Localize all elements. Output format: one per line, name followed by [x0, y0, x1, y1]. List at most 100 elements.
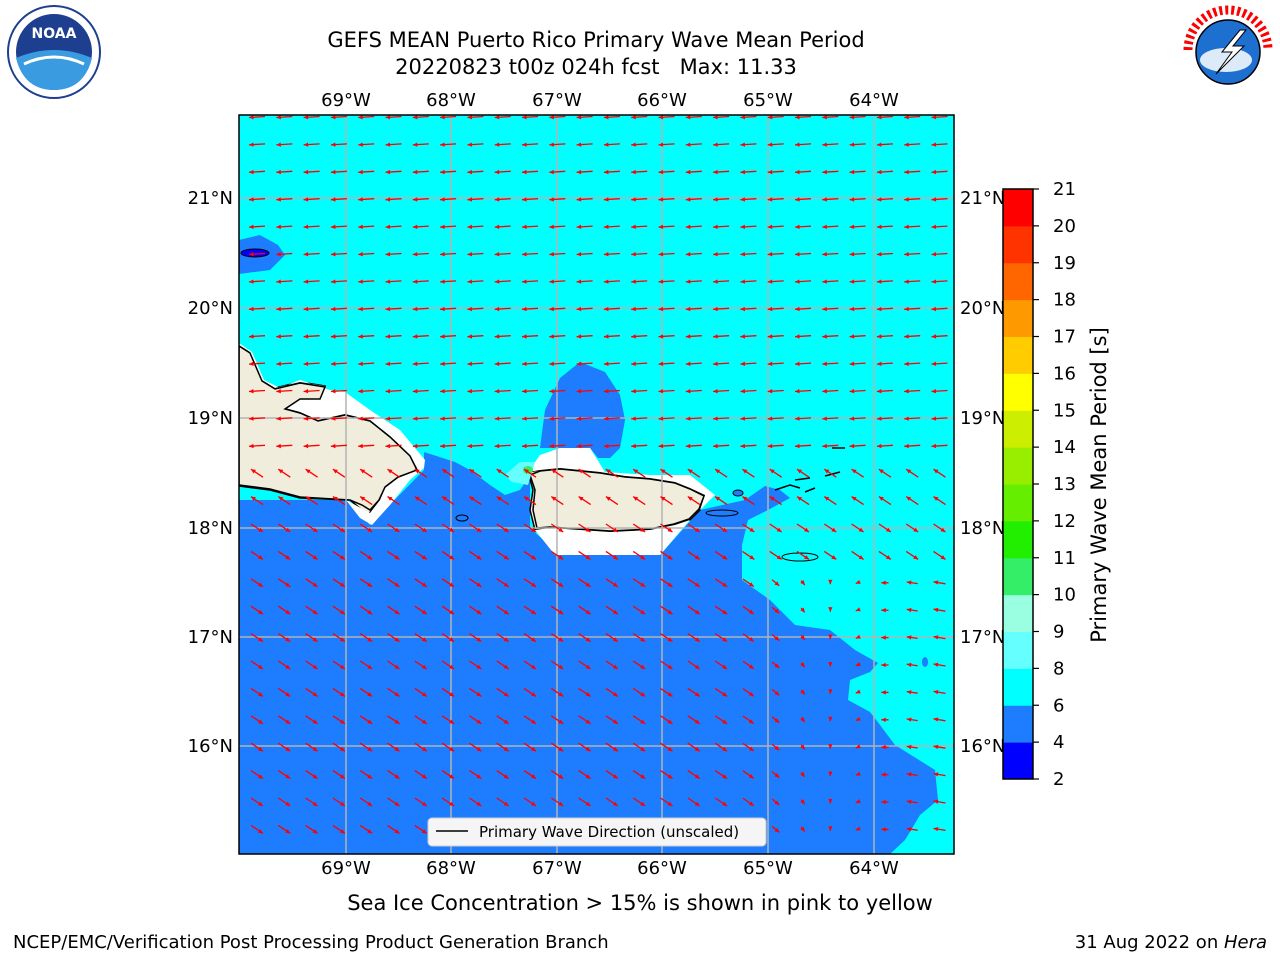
wave-arrow	[796, 523, 810, 533]
wave-arrow	[385, 169, 402, 175]
wave-arrow	[740, 443, 757, 449]
wave-arrow	[277, 633, 291, 643]
wave-arrow	[876, 334, 893, 339]
wave-arrow	[828, 744, 833, 749]
wave-arrow	[742, 688, 755, 697]
wave-arrow	[248, 389, 266, 394]
colorbar-segment	[1003, 484, 1033, 522]
wave-arrow	[828, 634, 833, 640]
wave-arrow	[330, 334, 347, 339]
wave-arrow	[740, 416, 757, 421]
colorbar-tick-label: 11	[1053, 548, 1076, 569]
wave-arrow	[276, 361, 293, 366]
wave-arrow	[881, 772, 889, 777]
wave-arrow	[687, 523, 701, 533]
lon-label-bottom: 69°W	[321, 858, 371, 879]
wave-arrow	[276, 142, 293, 147]
wave-arrow	[855, 607, 861, 612]
wave-arrow	[878, 523, 892, 533]
wave-arrow	[494, 443, 511, 449]
wave-arrow	[359, 523, 373, 533]
wave-arrow	[576, 197, 593, 202]
wave-arrow	[906, 799, 918, 805]
wave-arrow	[822, 279, 839, 284]
wave-arrow	[578, 687, 591, 697]
wave-arrow	[276, 115, 293, 120]
colorbar-tick-label: 15	[1053, 400, 1076, 421]
wave-arrow	[550, 578, 564, 588]
wave-arrow	[742, 468, 755, 478]
wave-arrow	[359, 687, 373, 697]
wave-arrow	[931, 115, 948, 120]
wave-arrow	[332, 715, 346, 725]
wave-arrow	[414, 550, 428, 560]
wave-arrow	[440, 306, 457, 312]
lat-label-left: 20°N	[188, 298, 233, 319]
wave-arrow	[685, 142, 702, 147]
sea-ice-caption: Sea Ice Concentration > 15% is shown in …	[347, 891, 933, 915]
wave-arrow	[440, 142, 457, 147]
wave-arrow	[823, 523, 837, 533]
wave-arrow	[933, 772, 946, 777]
wave-arrow	[931, 306, 948, 312]
wave-arrow	[822, 306, 839, 312]
wave-arrow	[822, 197, 839, 202]
wave-arrow	[771, 579, 780, 587]
wave-arrow	[250, 550, 264, 560]
wave-arrow	[549, 389, 566, 394]
wave-arrow	[933, 717, 946, 722]
wave-arrow	[550, 687, 564, 697]
wave-arrow	[800, 717, 806, 723]
wave-arrow	[387, 660, 400, 670]
wave-arrow	[494, 389, 511, 394]
wave-arrow	[277, 550, 291, 560]
wave-arrow	[658, 416, 675, 421]
wave-arrow	[496, 797, 510, 807]
wave-arrow	[881, 580, 889, 585]
wave-arrow	[248, 443, 266, 449]
wave-arrow	[250, 797, 264, 807]
wave-arrow	[849, 334, 866, 339]
wave-arrow	[767, 389, 784, 394]
wave-arrow	[603, 416, 620, 421]
wave-arrow	[248, 416, 266, 421]
wave-arrow	[494, 115, 511, 120]
lon-label-bottom: 65°W	[743, 858, 793, 879]
wave-arrow	[303, 361, 320, 366]
wave-arrow	[855, 716, 861, 722]
wave-arrow	[800, 799, 806, 805]
wave-arrow	[521, 279, 539, 284]
wave-arrow	[550, 715, 564, 725]
wave-arrow	[794, 169, 812, 175]
wave-arrow	[494, 279, 511, 284]
wave-arrow	[881, 608, 889, 613]
wave-arrow	[603, 334, 620, 339]
wave-arrow	[549, 361, 566, 366]
wave-arrow	[521, 334, 539, 339]
wave-arrow	[330, 252, 347, 257]
wave-arrow	[250, 742, 264, 752]
wave-arrow	[385, 142, 402, 147]
wave-arrow	[303, 169, 320, 175]
wave-arrow	[685, 279, 702, 284]
wave-arrow	[387, 633, 400, 643]
wave-arrow	[469, 523, 482, 533]
wave-arrow	[794, 197, 812, 202]
wave-arrow	[412, 306, 429, 312]
wave-arrow	[276, 334, 293, 339]
wave-arrow	[605, 523, 619, 533]
wave-arrow	[904, 224, 921, 229]
wave-arrow	[523, 523, 537, 533]
wave-arrow	[440, 115, 457, 120]
wave-arrow	[303, 389, 320, 394]
wave-arrow	[687, 496, 701, 506]
wave-arrow	[605, 797, 619, 807]
wave-arrow	[521, 224, 539, 229]
wave-arrow	[412, 115, 429, 120]
colorbar-segment	[1003, 742, 1033, 780]
wave-arrow	[605, 550, 619, 560]
wave-arrow	[387, 523, 400, 533]
wave-arrow	[660, 797, 673, 807]
wave-arrow	[876, 169, 893, 175]
wave-arrow	[828, 689, 833, 694]
